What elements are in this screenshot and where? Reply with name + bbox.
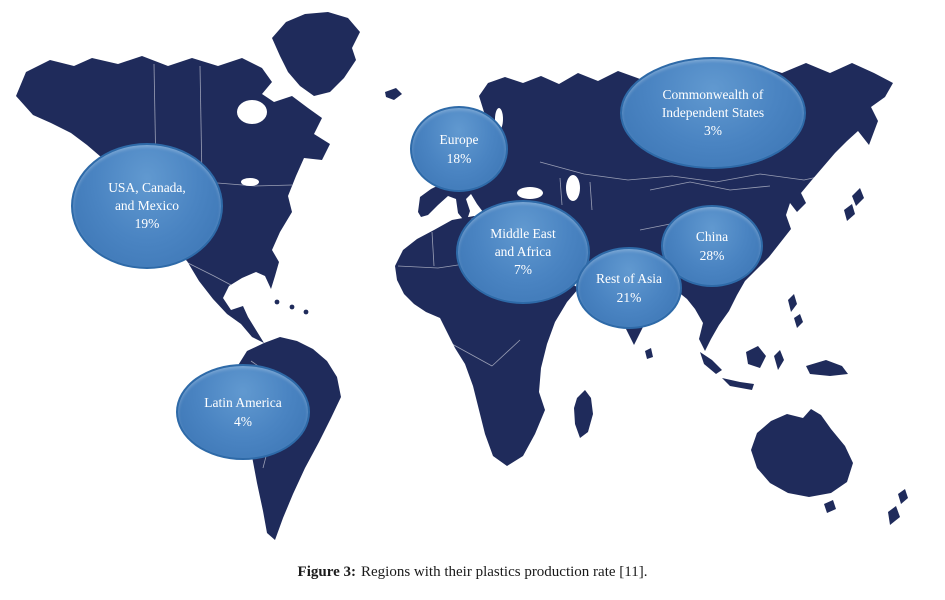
- bubble-label: USA, Canada, and Mexico: [108, 180, 186, 213]
- bubble-label: Europe: [439, 131, 479, 147]
- border-line: [431, 231, 435, 267]
- great-lakes: [241, 178, 259, 186]
- island-caribbean-3: [303, 309, 309, 315]
- bubble-value: 21%: [616, 289, 642, 305]
- landmass-greenland: [272, 12, 360, 96]
- island-madagascar: [574, 390, 593, 438]
- island-philippines-south: [794, 314, 803, 328]
- bubble-label: Rest of Asia: [596, 270, 662, 286]
- border-line: [589, 181, 593, 211]
- island-new-zealand-north: [898, 489, 908, 504]
- figure-caption-label: Figure 3:: [297, 564, 356, 580]
- border-line: [199, 65, 203, 181]
- bubble-rest-of-asia: Rest of Asia 21%: [576, 247, 682, 329]
- island-philippines-north: [788, 294, 797, 312]
- bubble-usa-canada-mexico: USA, Canada, and Mexico 19%: [71, 143, 223, 269]
- figure-caption: Figure 3: Regions with their plastics pro…: [0, 564, 945, 581]
- island-iceland: [385, 88, 402, 100]
- bubble-value: 3%: [704, 123, 722, 139]
- inland-water: [237, 100, 580, 201]
- island-japan-south: [844, 204, 855, 221]
- landmass-australia: [751, 409, 853, 497]
- border-line: [649, 181, 771, 191]
- bubble-label: Middle East and Africa: [490, 226, 556, 259]
- border-line: [539, 161, 841, 183]
- island-japan-north: [852, 188, 864, 206]
- island-sri-lanka: [645, 348, 653, 359]
- caspian-sea: [566, 175, 580, 201]
- world-map: USA, Canada, and Mexico 19% Latin Americ…: [16, 12, 908, 540]
- bubble-value: 19%: [134, 216, 160, 232]
- hudson-bay: [237, 100, 267, 124]
- island-caribbean-1: [274, 299, 280, 305]
- figure-caption-text: Regions with their plastics production r…: [361, 564, 648, 580]
- island-sulawesi: [774, 350, 784, 370]
- border-line: [451, 343, 493, 367]
- bubble-commonwealth-independent-states: Commonwealth of Independent States 3%: [620, 57, 806, 169]
- border-line: [559, 177, 563, 206]
- island-new-zealand-south: [888, 506, 900, 525]
- bubble-value: 7%: [514, 262, 532, 278]
- bubble-value: 28%: [699, 247, 725, 263]
- island-new-guinea: [806, 360, 848, 376]
- bubble-value: 18%: [446, 150, 472, 166]
- bubble-middle-east-africa: Middle East and Africa 7%: [456, 200, 590, 304]
- black-sea: [517, 187, 543, 199]
- island-borneo: [746, 346, 766, 368]
- bubble-label: Commonwealth of Independent States: [661, 87, 765, 120]
- island-caribbean-2: [289, 304, 295, 310]
- border-line: [491, 339, 521, 367]
- island-sumatra: [700, 352, 722, 374]
- island-tasmania: [824, 500, 836, 513]
- bubble-value: 4%: [234, 413, 252, 429]
- bubble-europe: Europe 18%: [410, 106, 508, 192]
- island-java: [722, 378, 754, 390]
- bubble-label: Latin America: [204, 394, 282, 410]
- bubble-label: China: [695, 228, 729, 244]
- bubble-china: China 28%: [661, 205, 763, 287]
- bubble-latin-america: Latin America 4%: [176, 364, 310, 460]
